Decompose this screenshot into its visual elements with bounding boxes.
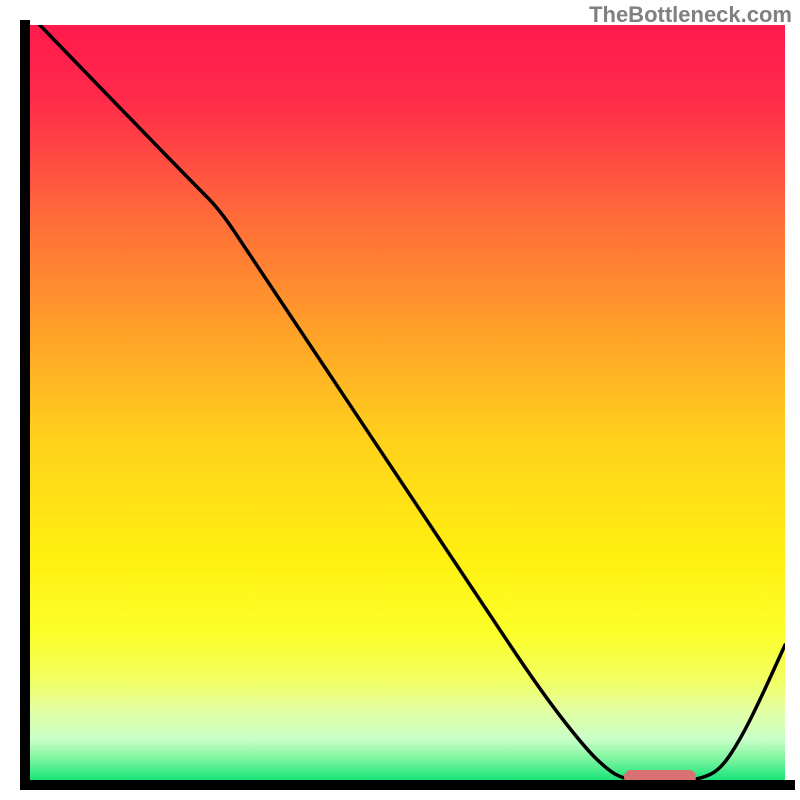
gradient-background	[25, 25, 785, 785]
watermark-text: TheBottleneck.com	[589, 2, 792, 28]
chart-container: TheBottleneck.com	[0, 0, 800, 800]
bottleneck-chart	[0, 0, 800, 800]
